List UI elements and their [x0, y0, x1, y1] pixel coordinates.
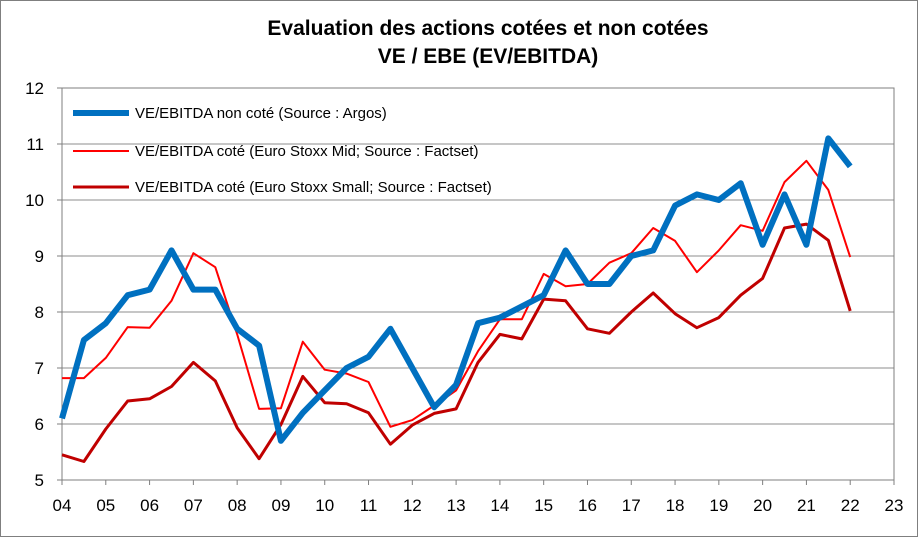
y-tick-label: 9 — [35, 247, 44, 266]
y-axis-ticks: 5 6 7 8 9 10 11 12 — [25, 79, 62, 490]
x-tick-label: 14 — [490, 496, 509, 515]
y-tick-label: 8 — [35, 303, 44, 322]
chart-subtitle: VE / EBE (EV/EBITDA) — [378, 45, 599, 68]
x-tick-label: 15 — [534, 496, 553, 515]
y-tick-label: 12 — [25, 79, 44, 98]
chart-title: Evaluation des actions cotées et non cot… — [267, 17, 708, 40]
legend-label: VE/EBITDA non coté (Source : Argos) — [135, 105, 387, 122]
series-line-2 — [61, 222, 852, 463]
x-axis-ticks: 04 05 06 07 08 09 10 11 12 13 14 15 16 17 18 19 20 21 22 23 — [53, 480, 904, 515]
x-tick-label: 23 — [885, 496, 904, 515]
y-tick-label: 6 — [35, 415, 44, 434]
legend-label: VE/EBITDA coté (Euro Stoxx Mid; Source :… — [135, 143, 478, 160]
series-lines — [59, 135, 853, 463]
x-tick-label: 12 — [403, 496, 422, 515]
y-tick-label: 7 — [35, 359, 44, 378]
x-tick-label: 16 — [578, 496, 597, 515]
y-tick-label: 10 — [25, 191, 44, 210]
y-tick-label: 5 — [35, 471, 44, 490]
legend: VE/EBITDA non coté (Source : Argos) VE/EB… — [73, 105, 492, 196]
x-tick-label: 05 — [96, 496, 115, 515]
x-tick-label: 18 — [666, 496, 685, 515]
x-tick-label: 22 — [841, 496, 860, 515]
x-tick-label: 19 — [709, 496, 728, 515]
y-tick-label: 11 — [26, 135, 44, 154]
plot-area — [61, 87, 895, 481]
x-tick-label: 04 — [53, 496, 72, 515]
x-tick-label: 13 — [447, 496, 466, 515]
x-tick-label: 09 — [271, 496, 290, 515]
x-tick-label: 17 — [622, 496, 641, 515]
x-tick-label: 08 — [228, 496, 247, 515]
legend-label: VE/EBITDA coté (Euro Stoxx Small; Source… — [135, 179, 492, 196]
x-tick-label: 11 — [360, 496, 378, 515]
x-tick-label: 10 — [315, 496, 334, 515]
series-line-0 — [59, 135, 853, 444]
x-tick-label: 21 — [797, 496, 816, 515]
x-tick-label: 07 — [184, 496, 203, 515]
x-tick-label: 20 — [753, 496, 772, 515]
x-tick-label: 06 — [140, 496, 159, 515]
series-line-1 — [62, 159, 852, 428]
